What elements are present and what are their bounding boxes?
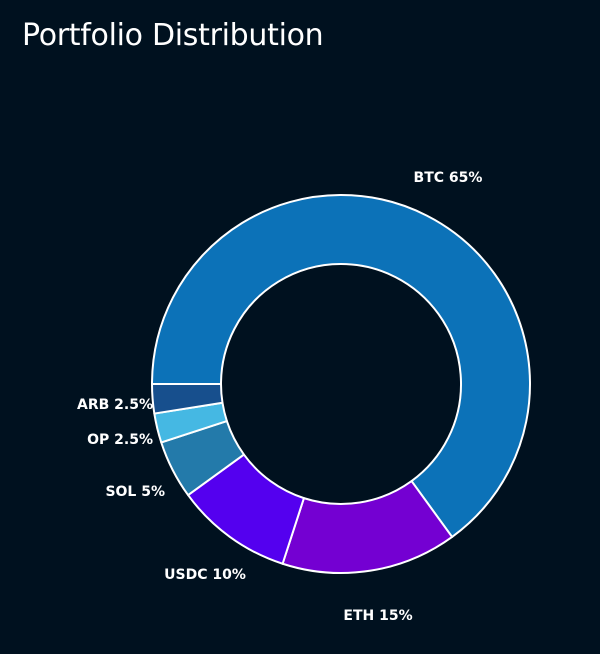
donut-labels: BTC 65% ETH 15% USDC 10% SOL 5% OP 2.5% ARB 2… — [77, 170, 482, 624]
slice-btc[interactable] — [151, 194, 531, 538]
donut-slices — [151, 194, 531, 574]
slice-label-eth: ETH 15% — [343, 608, 412, 624]
slice-label-usdc: USDC 10% — [164, 567, 246, 583]
slice-label-sol: SOL 5% — [105, 484, 165, 500]
chart-title: Portfolio Distribution — [22, 18, 324, 53]
slice-label-arb: ARB 2.5% — [77, 397, 153, 413]
slice-label-op: OP 2.5% — [87, 432, 153, 448]
slice-label-btc: BTC 65% — [414, 170, 483, 186]
slice-arb[interactable] — [151, 383, 224, 415]
